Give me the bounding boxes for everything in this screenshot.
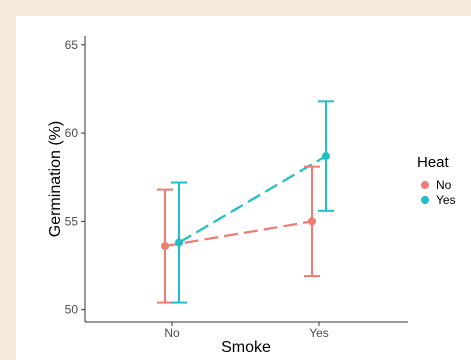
y-tick-label: 60 xyxy=(65,126,79,140)
y-ticks: 50 55 60 65 xyxy=(65,38,85,317)
x-tick-label: No xyxy=(164,326,180,340)
legend-key-yes xyxy=(421,196,429,204)
data-point-no xyxy=(308,217,316,226)
data-point-no xyxy=(161,242,169,251)
legend-label: No xyxy=(436,178,452,192)
series-lines xyxy=(164,155,327,248)
axes xyxy=(84,36,408,323)
error-bars xyxy=(157,100,334,304)
data-point-yes xyxy=(175,238,183,247)
x-ticks: No Yes xyxy=(164,322,329,340)
legend-title: Heat xyxy=(417,154,450,171)
y-axis-title: Germination (%) xyxy=(47,121,64,237)
x-axis-title: Smoke xyxy=(221,339,271,356)
legend-key-no xyxy=(421,181,429,189)
data-points xyxy=(161,152,330,251)
chart-panel xyxy=(16,16,471,360)
legend-label: Yes xyxy=(436,193,456,207)
y-tick-label: 55 xyxy=(65,214,79,228)
data-point-yes xyxy=(322,152,330,161)
series-line-no xyxy=(164,220,313,248)
x-tick-label: Yes xyxy=(309,326,329,340)
y-tick-label: 65 xyxy=(65,38,79,52)
series-line-yes xyxy=(178,155,327,244)
y-tick-label: 50 xyxy=(65,303,79,317)
